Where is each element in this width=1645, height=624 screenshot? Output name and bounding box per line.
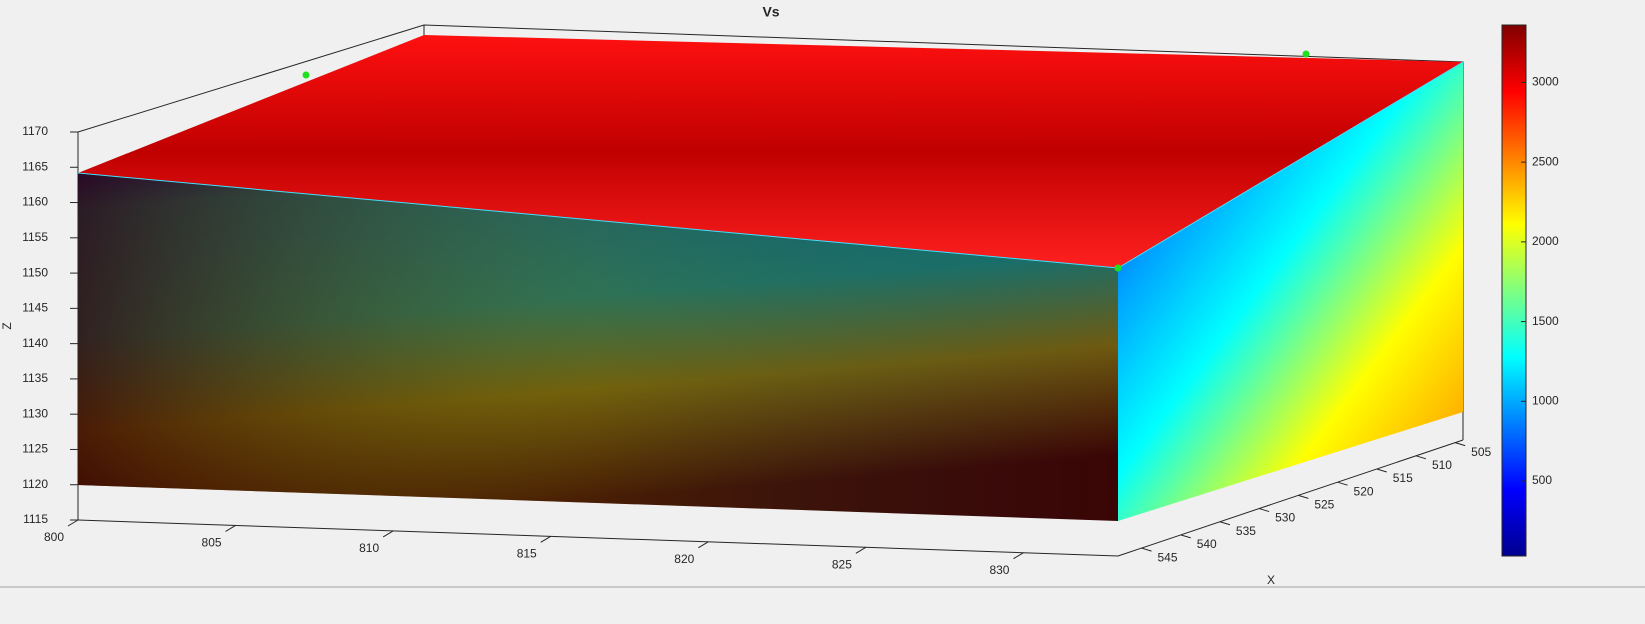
- y-tick-label: 505: [1471, 445, 1491, 459]
- y-tick: [1180, 534, 1191, 539]
- z-tick-label: 1150: [22, 265, 48, 279]
- x-tick: [540, 535, 551, 543]
- x-tick: [382, 530, 394, 538]
- colorbar: [1501, 24, 1527, 557]
- y-tick-label: 515: [1393, 471, 1413, 485]
- chart-title: Vs: [762, 4, 779, 20]
- y-tick-label: 510: [1432, 458, 1452, 472]
- colorbar-tick-label: 1000: [1532, 393, 1559, 407]
- z-tick-label: 1145: [22, 301, 48, 315]
- x-tick: [225, 525, 236, 532]
- x-tick-label: 830: [989, 563, 1009, 577]
- y-tick: [1258, 508, 1270, 513]
- z-tick-label: 1125: [22, 442, 48, 456]
- y-tick: [1337, 481, 1348, 486]
- y-tick-label: 530: [1275, 511, 1295, 525]
- z-tick-label: 1165: [22, 159, 48, 173]
- z-tick-label: 1115: [23, 512, 48, 526]
- y-tick: [1415, 455, 1427, 460]
- x-tick-label: 810: [359, 541, 379, 555]
- y-tick-label: 525: [1314, 498, 1334, 512]
- z-tick-label: 1155: [22, 230, 48, 244]
- colorbar-tick-label: 1500: [1532, 314, 1559, 328]
- colorbar-tick-label: 2500: [1532, 154, 1559, 168]
- y-tick: [1141, 547, 1152, 552]
- y-tick-label: 540: [1197, 537, 1217, 551]
- x-tick-label: 820: [674, 552, 694, 566]
- x-tick: [1013, 552, 1024, 560]
- y-tick: [1219, 521, 1231, 526]
- z-tick-label: 1135: [22, 371, 48, 385]
- x-axis-label: X: [1267, 573, 1275, 587]
- x-tick: [698, 541, 709, 549]
- y-tick-label: 545: [1158, 550, 1178, 564]
- x-tick-label: 800: [44, 530, 64, 544]
- volume: [77, 35, 1464, 521]
- colorbar-tick-label: 3000: [1532, 75, 1559, 89]
- z-tick-label: 1120: [22, 477, 48, 491]
- colorbar-tick-label: 500: [1532, 473, 1552, 487]
- colorbar-tick-label: 2000: [1532, 234, 1559, 248]
- y-tick-label: 535: [1236, 524, 1256, 538]
- y-tick: [1376, 468, 1387, 473]
- y-tick: [1298, 494, 1309, 499]
- y-tick-label: 520: [1354, 484, 1374, 498]
- z-tick-label: 1130: [22, 406, 48, 420]
- x-tick: [67, 519, 79, 527]
- x-tick-label: 805: [202, 536, 222, 550]
- y-tick: [1455, 442, 1466, 447]
- x-tick-label: 815: [517, 547, 537, 561]
- x-tick: [855, 546, 867, 554]
- z-tick-label: 1170: [22, 124, 48, 138]
- z-tick-label: 1160: [22, 195, 48, 209]
- x-tick-label: 825: [832, 557, 852, 571]
- z-axis-label: Z: [0, 322, 14, 329]
- z-tick-label: 1140: [22, 336, 48, 350]
